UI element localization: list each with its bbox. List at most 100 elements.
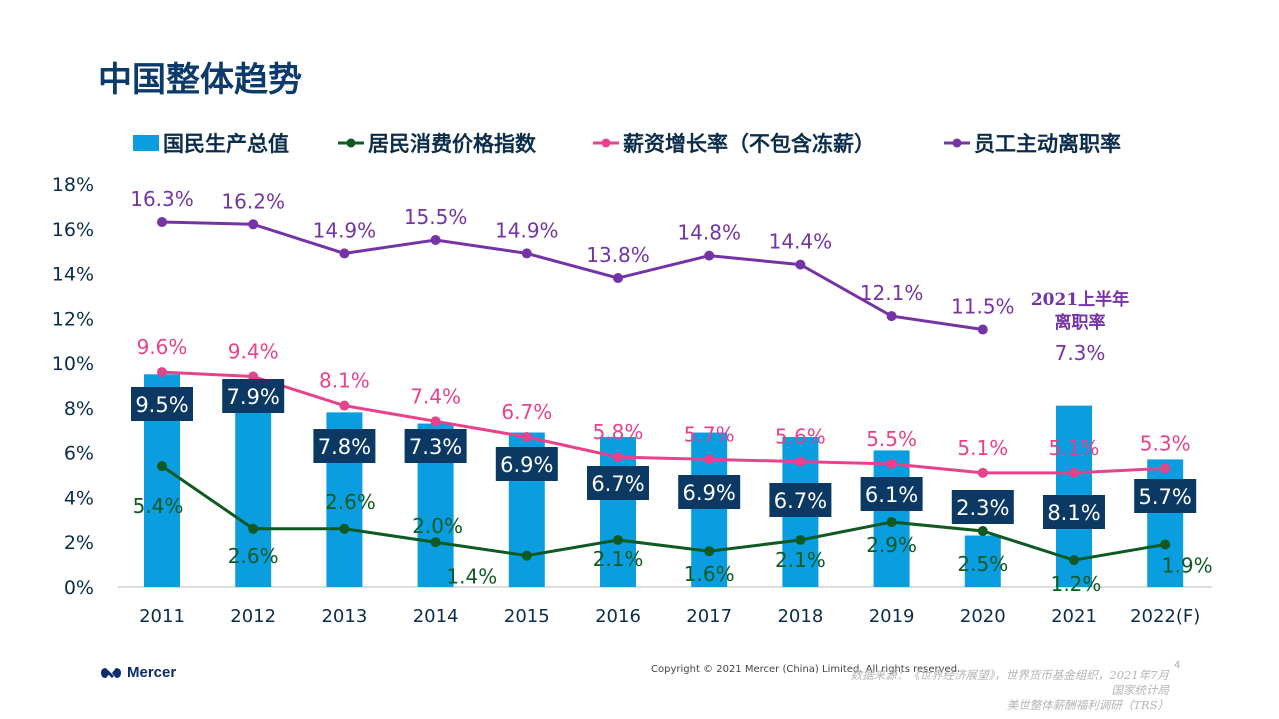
bar-label-box [769,483,832,517]
bar-label-box [131,387,193,421]
data-label: 1.2% [1051,572,1102,596]
page-title: 中国整体趋势 [98,60,302,100]
line-point [339,523,350,534]
x-tick-label: 2022(F) [1130,606,1200,627]
y-tick-label: 6% [64,443,94,465]
line-point [977,526,988,537]
data-label: 5.6% [775,425,826,449]
bar-label-box [1134,479,1197,513]
line-point [795,456,806,467]
line-point [795,259,806,270]
x-tick-label: 2016 [595,606,641,627]
y-tick-label: 4% [64,487,94,509]
y-tick-label: 18% [52,174,94,196]
data-label: 14.9% [495,218,559,242]
line-point [886,311,897,322]
x-tick-label: 2021 [1051,606,1097,627]
line-point [1069,467,1079,478]
line-point [613,534,623,545]
x-tick-label: 2013 [321,606,367,627]
line-series [161,220,984,332]
source-line: 美世整体薪酬福利调研（TRS） [1006,698,1169,712]
bar-label-box [1043,495,1105,529]
line-point [339,400,350,411]
data-label: 6.7% [501,400,552,424]
data-label: 9.4% [228,340,279,364]
line-point [977,467,988,478]
line-point [430,234,441,245]
data-label: 5.3% [1140,431,1191,455]
data-label: 13.8% [586,243,650,267]
bar-label: 9.5% [135,393,188,417]
line-point [430,537,441,548]
bar-label: 6.9% [500,453,553,477]
line-point [521,550,532,561]
bar-label-box [222,379,285,413]
line-point [157,367,167,378]
data-label: 5.7% [684,422,735,446]
line-point [1160,539,1171,550]
data-label: 5.4% [133,494,184,518]
bar-label-box [404,429,467,463]
y-tick-label: 12% [52,308,94,330]
data-label: 8.1% [319,369,370,393]
data-label: 11.5% [951,295,1015,319]
data-label: 7.4% [410,384,461,408]
line-point [339,248,350,259]
line-point [157,461,167,472]
annotation-line1: 2021上半年 [1031,289,1129,310]
bar-gdp [964,535,1001,587]
data-label: 2.6% [325,490,376,514]
bar-label: 6.1% [865,483,918,507]
line-series [161,464,1166,562]
mercer-logo: Mercer [100,664,176,681]
line-point [886,458,897,469]
bar-label: 2.3% [956,496,1009,520]
bar-label-box [587,466,649,500]
data-label: 2.5% [957,552,1008,576]
source-line: 数据来源：《世界经济展望》，世界货币基金组织，2021年7月 [850,668,1169,682]
data-label: 1.4% [446,565,497,589]
bar-label-box [951,490,1014,524]
x-tick-label: 2019 [869,606,915,627]
logo-text: Mercer [127,664,177,681]
line-point [248,219,259,230]
annotation-line2: 离职率 [1055,312,1106,333]
x-tick-label: 2011 [139,606,185,627]
line-point [521,431,532,442]
data-label: 15.5% [404,205,468,229]
bar-label: 7.9% [227,385,280,409]
line-series [161,370,1166,475]
bar-label-box [678,475,741,509]
legend-marker [601,138,611,148]
bar-label: 7.8% [318,435,371,459]
line-point [1160,463,1171,474]
data-label: 2.6% [228,544,279,568]
x-tick-label: 2014 [413,606,459,627]
data-label: 16.3% [130,187,194,211]
x-tick-label: 2015 [504,606,550,627]
data-label: 1.6% [684,562,735,586]
y-tick-label: 10% [52,353,94,375]
bar-label: 7.3% [409,435,462,459]
x-tick-label: 2020 [960,606,1006,627]
legend-marker [346,138,356,148]
line-point [704,454,715,465]
data-label: 14.9% [313,218,377,242]
data-label: 2.0% [412,514,463,538]
data-label: 5.5% [866,427,917,451]
legend-marker [952,138,962,148]
bar-label: 8.1% [1047,501,1100,525]
bar-label-box [495,447,558,481]
data-label: 2.1% [775,548,826,572]
y-tick-label: 14% [52,264,94,286]
data-label: 9.6% [137,335,188,359]
source-note: 数据来源：《世界经济展望》，世界货币基金组织，2021年7月 国家统计局 美世整… [851,668,1169,713]
bar-label: 6.9% [683,481,736,505]
x-tick-label: 2017 [686,606,732,627]
bar-label-box [313,429,376,463]
legend-swatch [133,135,159,151]
data-label: 1.9% [1162,553,1213,577]
y-tick-label: 2% [64,532,94,554]
